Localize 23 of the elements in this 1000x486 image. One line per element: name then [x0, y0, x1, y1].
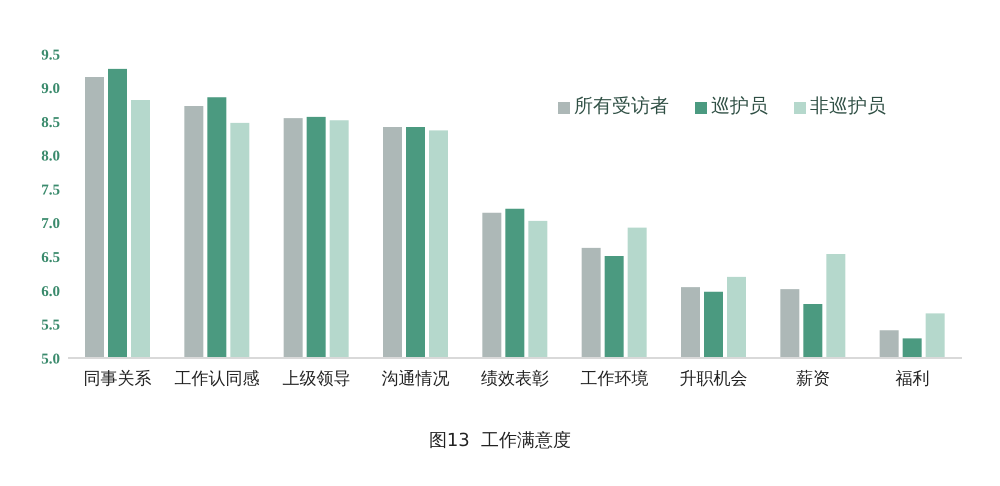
legend-label: 巡护员 — [711, 96, 768, 117]
caption: 图13 工作满意度 — [428, 429, 572, 452]
x-tick-label: 福利 — [895, 369, 930, 388]
x-tick-label: 沟通情况 — [382, 369, 450, 388]
y-tick-label: 7.5 — [41, 182, 60, 198]
y-tick-label: 9.5 — [41, 47, 60, 64]
y-tick-label: 8.5 — [41, 114, 60, 131]
x-tick-label: 升职机会 — [680, 369, 748, 388]
y-tick-label: 8.0 — [41, 148, 60, 165]
legend-label: 所有受访者 — [574, 96, 669, 117]
y-tick-label: 5.5 — [41, 318, 60, 334]
x-tick-label: 工作认同感 — [174, 369, 260, 388]
legend-label: 非巡护员 — [810, 96, 886, 117]
y-tick-label: 6.5 — [41, 250, 60, 266]
y-tick-label: 6.0 — [41, 284, 60, 300]
x-tick-label: 同事关系 — [84, 369, 152, 388]
y-tick-label: 5.0 — [41, 351, 60, 368]
x-tick-label: 绩效表彰 — [481, 369, 549, 388]
x-tick-label: 薪资 — [796, 369, 830, 388]
y-tick-label: 7.0 — [41, 216, 60, 232]
x-tick-label: 工作环境 — [580, 369, 648, 388]
x-tick-label: 上级领导 — [282, 369, 350, 388]
y-tick-label: 9.0 — [41, 81, 60, 98]
